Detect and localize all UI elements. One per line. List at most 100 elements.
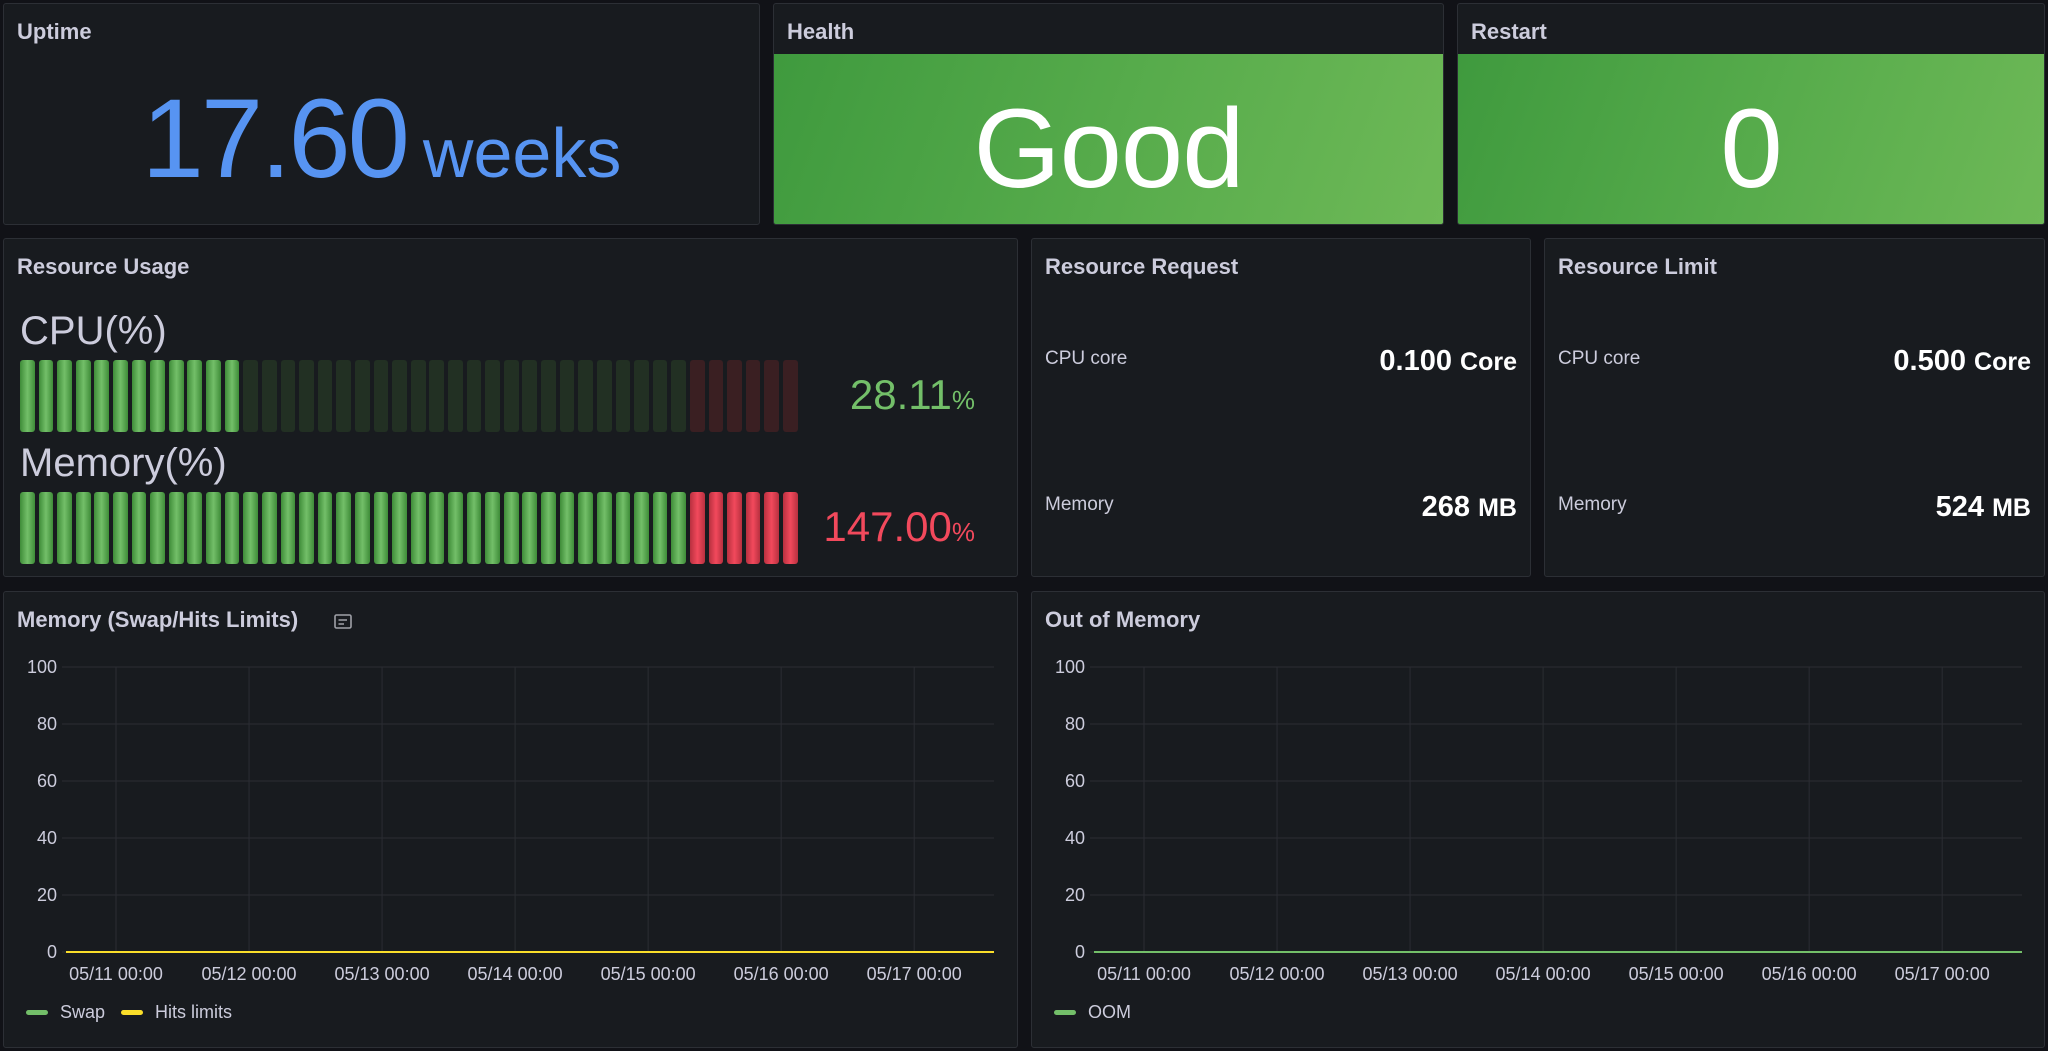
gauge-cell	[727, 360, 742, 432]
y-tick-label: 40	[1065, 828, 1085, 848]
gauge-cell	[354, 360, 370, 432]
gauge-cell	[503, 360, 519, 432]
memory-value: 524 MB	[1936, 491, 2031, 524]
health-value: Good	[973, 86, 1245, 211]
resource-limit-panel: Resource Limit CPU core 0.500 Core Memor…	[1544, 238, 2045, 577]
legend-swatch	[1054, 1010, 1076, 1015]
cpu-value-number: 28.11	[849, 371, 952, 418]
gauge-cell	[689, 492, 705, 564]
cpu-core-unit: Core	[1974, 348, 2031, 376]
gauge-cell	[578, 492, 593, 564]
memory-unit: MB	[1478, 494, 1517, 522]
oom-panel: Out of Memory 100 80 60 40 20 0 05/11 00:00 05/…	[1031, 591, 2045, 1048]
y-tick-label: 60	[37, 771, 57, 791]
memory-value-number: 147.00	[823, 503, 952, 550]
cpu-core-unit: Core	[1460, 348, 1517, 376]
cpu-value-unit: %	[951, 385, 975, 415]
memory-unit: MB	[1992, 494, 2031, 522]
gauge-cell	[634, 360, 649, 432]
gauge-cell	[131, 360, 147, 432]
panel-info-icon[interactable]	[332, 610, 354, 637]
y-tick-label: 80	[1065, 714, 1085, 734]
gauge-cell	[559, 360, 575, 432]
x-tick-label: 05/14 00:00	[1496, 964, 1591, 984]
chart-legend: OOM	[1054, 1002, 1131, 1023]
cpu-core-number: 0.500	[1893, 345, 1966, 377]
legend-item[interactable]: Swap	[26, 1002, 105, 1023]
gauge-cell	[634, 492, 649, 564]
uptime-value: 17.60	[141, 76, 410, 201]
cpu-gauge-value: 28.11%	[850, 371, 975, 419]
gauge-cell	[299, 492, 314, 564]
legend-swatch	[26, 1010, 48, 1015]
gauge-cell	[94, 360, 110, 432]
gauge-cell	[392, 360, 407, 432]
gauge-cell	[113, 492, 128, 564]
x-tick-label: 05/12 00:00	[201, 964, 296, 984]
gauge-cell	[652, 492, 668, 564]
y-tick-label: 20	[37, 885, 57, 905]
y-tick-label: 60	[1065, 771, 1085, 791]
memory-value: 268 MB	[1422, 491, 1517, 524]
uptime-unit: weeks	[422, 114, 622, 192]
gauge-cell	[187, 360, 203, 432]
x-tick-label: 05/17 00:00	[867, 964, 962, 984]
gauge-cell	[206, 492, 221, 564]
legend-item[interactable]: Hits limits	[121, 1002, 232, 1023]
uptime-panel: Uptime 17.60 weeks	[3, 3, 760, 225]
chart-legend: Swap Hits limits	[26, 1002, 232, 1023]
y-tick-label: 0	[1075, 942, 1085, 962]
gauge-cell	[448, 360, 463, 432]
cpu-core-value: 0.500 Core	[1893, 345, 2031, 378]
gauge-cell	[392, 492, 407, 564]
gauge-cell	[20, 360, 35, 432]
gauge-cell	[206, 360, 221, 432]
panel-title[interactable]: Restart	[1471, 19, 1547, 44]
panel-title[interactable]: Resource Request	[1045, 254, 1239, 279]
gauge-cell	[261, 360, 277, 432]
y-tick-label: 0	[47, 942, 57, 962]
swap-time-series: 100 80 60 40 20 0 05/11 00:00 05/12 00:00 05/13 …	[27, 657, 994, 984]
gauge-cell	[317, 360, 333, 432]
gauge-cell	[373, 360, 389, 432]
gauge-cell	[541, 492, 556, 564]
gauge-cell	[596, 492, 612, 564]
gauge-cell	[224, 492, 240, 564]
oom-time-series: 100 80 60 40 20 0 05/11 00:00 05/12 00:00 05/13 …	[1055, 657, 2022, 984]
panel-title[interactable]: Health	[787, 19, 855, 44]
legend-item[interactable]: OOM	[1054, 1002, 1131, 1023]
memory-label: Memory	[1045, 494, 1114, 515]
memory-gauge-value: 147.00%	[823, 503, 975, 551]
gauge-cell	[38, 492, 54, 564]
panel-title[interactable]: Uptime	[17, 19, 92, 44]
gauge-cell	[466, 492, 482, 564]
panel-title[interactable]: Out of Memory	[1045, 607, 1201, 632]
gauge-cell	[429, 360, 445, 432]
x-tick-label: 05/11 00:00	[1097, 964, 1191, 984]
cpu-core-value: 0.100 Core	[1379, 345, 1517, 378]
gauge-cell	[522, 492, 538, 564]
gauge-cell	[336, 360, 352, 432]
panel-title[interactable]: Resource Limit	[1558, 254, 1717, 279]
cpu-core-label: CPU core	[1558, 348, 1641, 369]
cpu-core-number: 0.100	[1379, 345, 1452, 377]
gauge-cell	[317, 492, 333, 564]
gauge-cell	[596, 360, 612, 432]
gauge-cell	[57, 492, 72, 564]
gauge-cell	[541, 360, 556, 432]
memory-gauge-label: Memory(%)	[20, 441, 227, 485]
health-panel: Health Good	[773, 3, 1444, 225]
cpu-gauge-label: CPU(%)	[20, 309, 167, 353]
memory-bar-gauge	[20, 492, 798, 564]
gauge-cell	[466, 360, 482, 432]
x-tick-label: 05/15 00:00	[601, 964, 696, 984]
gauge-cell	[187, 492, 203, 564]
gauge-cell	[764, 492, 780, 564]
gauge-cell	[94, 492, 110, 564]
gauge-cell	[410, 492, 426, 564]
panel-title[interactable]: Memory (Swap/Hits Limits)	[17, 607, 299, 632]
gauge-cell	[708, 492, 724, 564]
restart-panel: Restart 0	[1457, 3, 2045, 225]
panel-title[interactable]: Resource Usage	[17, 254, 190, 279]
x-tick-label: 05/16 00:00	[1762, 964, 1857, 984]
